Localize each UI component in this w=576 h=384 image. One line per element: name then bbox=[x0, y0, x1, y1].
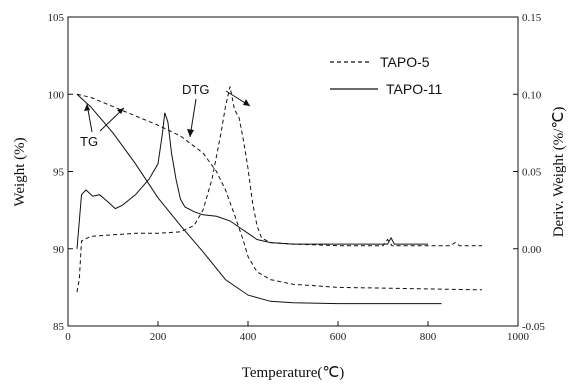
x-tick-label: 0 bbox=[65, 331, 71, 343]
plot-frame bbox=[68, 17, 518, 326]
y-right-tick-label: 0.15 bbox=[522, 12, 542, 24]
x-tick-label: 600 bbox=[330, 331, 347, 343]
annotations: TG DTG bbox=[80, 82, 250, 149]
series-tapo-11-tg bbox=[77, 94, 442, 303]
series-tapo-11-dtg bbox=[77, 113, 428, 249]
legend-label-tapo-5: TAPO-5 bbox=[380, 54, 430, 70]
y-left-tick-label: 100 bbox=[48, 89, 65, 101]
y-left-tick-label: 85 bbox=[53, 321, 65, 333]
x-tick-label: 400 bbox=[240, 331, 257, 343]
legend-label-tapo-11: TAPO-11 bbox=[386, 81, 442, 97]
y-left-tick-label: 105 bbox=[48, 12, 65, 24]
y-right-tick-label: 0.05 bbox=[522, 167, 542, 179]
y-axis-title-right: Deriv. Weight (%/℃) bbox=[551, 107, 567, 238]
y-left-tick-label: 95 bbox=[53, 167, 65, 179]
annotation-dtg: DTG bbox=[182, 82, 209, 97]
tick-layer: 0 200 400 600 800 1000859095100105-0.050.000.… bbox=[48, 12, 546, 343]
y-right-tick-label: 0.10 bbox=[522, 89, 542, 101]
y-left-tick-label: 90 bbox=[53, 244, 65, 256]
x-axis-title: Temperature(℃) bbox=[242, 365, 344, 381]
x-tick-label: 200 bbox=[150, 331, 167, 343]
series-layer bbox=[77, 87, 482, 304]
y-right-tick-label: -0.05 bbox=[522, 321, 545, 333]
legend: TAPO-5 TAPO-11 bbox=[330, 54, 442, 97]
y-axis-title-left: Weight (%) bbox=[12, 137, 28, 206]
dtg-arrowhead-1 bbox=[187, 129, 194, 137]
x-tick-label: 800 bbox=[420, 331, 437, 343]
annotation-tg: TG bbox=[80, 134, 98, 149]
y-right-tick-label: 0.00 bbox=[522, 244, 542, 256]
